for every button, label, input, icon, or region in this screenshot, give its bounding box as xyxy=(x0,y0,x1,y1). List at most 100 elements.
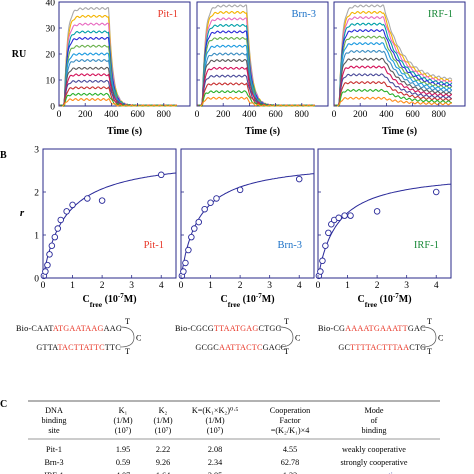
hairpin-bottom-strand-2: GCGCAATTACTCGACC xyxy=(195,343,286,352)
data-point-irf-1-2 xyxy=(317,268,324,275)
hairpin-loop-base: C xyxy=(295,334,301,343)
y-tick-label: 2 xyxy=(34,189,39,199)
data-point-brn-3-4 xyxy=(185,246,192,254)
y-tick-label: 0 xyxy=(50,103,55,113)
x-axis-label-part: M) xyxy=(124,294,137,305)
sensorgram-trace-irf-1-8 xyxy=(333,49,453,107)
x-axis-label-part: -7 xyxy=(118,292,124,300)
x-axis-label-part: C xyxy=(82,294,89,305)
data-point-irf-1-11 xyxy=(373,208,381,215)
dna-hairpins: Bio-CAATATGAATAAGAAGGTTATACTTATTCTTCTCTB… xyxy=(16,317,444,356)
x-axis-label-part: C xyxy=(220,294,227,305)
sensorgram-trace-brn-3-5 xyxy=(197,30,315,107)
x-tick-label: 400 xyxy=(104,110,119,120)
hairpin-bottom-segment: CTG xyxy=(409,343,426,352)
table-cell-r3-c4: 2.85 xyxy=(208,471,222,474)
hairpin-loop-base: T xyxy=(427,347,432,356)
hairpin-loop-base: T xyxy=(427,317,432,326)
sensorgram-trace-irf-1-12 xyxy=(333,81,452,107)
data-point-pit-1-12 xyxy=(98,197,106,204)
sensorgram-trace-pit-1-3 xyxy=(59,22,177,107)
data-point-brn-3-7 xyxy=(195,218,202,226)
sensorgram-trace-irf-1-6 xyxy=(333,35,453,107)
hairpin-bottom-strand-3: GCTTTTACTTTAACTG xyxy=(338,343,426,352)
x-tick-label: 1 xyxy=(208,281,213,291)
table-cell-r1-c3: 2.22 xyxy=(156,445,170,454)
hairpin-top-strand-1: Bio-CAATATGAATAAGAAG xyxy=(16,324,122,333)
table-cell-r3-c3: 1.64 xyxy=(156,471,170,474)
data-point-pit-1-5 xyxy=(48,242,56,249)
hairpin-top-segment: TTAATGAG xyxy=(214,324,259,333)
hairpin-top-strand-2: Bio-CGCGTTAATGAGCTGG xyxy=(175,324,282,333)
x-tick-label: 3 xyxy=(267,281,272,291)
data-point-brn-3-6 xyxy=(191,225,198,232)
data-point-irf-1-12 xyxy=(432,188,440,196)
hairpin-loop-base: T xyxy=(125,347,130,356)
hairpin-bottom-segment: GC xyxy=(338,343,350,352)
hairpin-top-strand-3: Bio-CGAAAATGAAATTGAC xyxy=(318,324,426,333)
x-tick-label: 0 xyxy=(332,110,337,120)
hairpin-bottom-segment: TTC xyxy=(105,343,121,352)
y-axis-label: RU xyxy=(12,49,26,60)
data-point-pit-1-9 xyxy=(63,208,70,215)
x-tick-label: 0 xyxy=(41,281,46,291)
sensorgram-trace-brn-3-13 xyxy=(197,90,315,107)
table-cell-r3-c6: non-cooperative xyxy=(347,471,401,474)
hairpin-top-segment: CAAT xyxy=(31,324,53,333)
hairpin-top-segment: AAAATGAAATT xyxy=(345,324,408,333)
table-header-2-line-1: K₁ xyxy=(119,406,128,415)
table-cell-r3-c5: 1.32 xyxy=(283,471,297,474)
hairpin-loop-1 xyxy=(119,326,135,348)
sensorgram-trace-irf-1-11 xyxy=(334,73,452,107)
table-header-4-line-2: (1/M) xyxy=(205,416,224,425)
x-tick-label: 3 xyxy=(129,281,134,291)
hairpin-bottom-segment: TTTTACTTTAA xyxy=(350,343,409,352)
table-header-6-line-3: binding xyxy=(361,426,386,435)
x-axis-label: Cfree (10-7M) xyxy=(82,292,136,309)
sensorgram-trace-irf-1-9 xyxy=(334,57,453,107)
x-tick-label: 400 xyxy=(379,110,394,120)
x-tick-label: 2 xyxy=(238,281,243,291)
y-tick-label: 40 xyxy=(46,0,56,9)
x-axis-label-part: C xyxy=(357,294,364,305)
plot-frame xyxy=(42,148,177,279)
table-cell-r2-c6: strongly cooperative xyxy=(340,458,407,467)
x-tick-label: 800 xyxy=(295,110,310,120)
x-tick-label: 800 xyxy=(157,110,172,120)
hairpin-prefix: Bio- xyxy=(175,324,190,333)
table-header-6-line-1: Mode xyxy=(364,406,383,415)
panel-c-table: DNAbindingsiteK₁(1/M)(10⁷)K₂(1/M)(10⁷)K=… xyxy=(28,400,440,474)
sensorgram-trace-pit-1-13 xyxy=(59,92,177,107)
table-header-1-line-3: site xyxy=(48,426,60,435)
panel-a-sensorgrams: RU Pit-1 0 200 400 600 800 Time (s) 0 10 20 30 40 Brn… xyxy=(12,0,466,137)
x-tick-label: 1 xyxy=(345,281,350,291)
table-cell-r2-c5: 62.78 xyxy=(281,458,299,467)
table-header-3-line-3: (10⁷) xyxy=(155,426,172,435)
table-header-5-line-3: =(K₂/K₁)×4 xyxy=(271,426,310,435)
x-tick-label: 0 xyxy=(179,281,184,291)
panel-name-brn-3: Brn-3 xyxy=(278,240,303,251)
hairpin-loop-base: T xyxy=(284,317,289,326)
table-cell-r3-c1: IRF-1 xyxy=(44,471,64,474)
hairpin-loop-3 xyxy=(421,326,437,348)
hairpin-bottom-segment: TACTTATTC xyxy=(57,343,105,352)
hairpin-top-segment: ATGAATAAG xyxy=(53,324,104,333)
panel-name-brn-3: Brn-3 xyxy=(292,9,317,20)
x-tick-label: 600 xyxy=(268,110,283,120)
data-point-brn-3-11 xyxy=(236,186,244,194)
data-point-pit-1-6 xyxy=(51,233,59,241)
x-tick-label: 200 xyxy=(78,110,93,120)
table-cell-r2-c4: 2.34 xyxy=(208,458,222,467)
panel-c-label: C xyxy=(0,399,7,410)
table-header-6-line-2: of xyxy=(371,416,378,425)
data-point-pit-1-4 xyxy=(46,251,53,258)
x-tick-label: 4 xyxy=(297,281,302,291)
table-header-5-line-2: Factor xyxy=(280,416,301,425)
table-header-1-line-2: binding xyxy=(41,416,66,425)
x-tick-label: 0 xyxy=(195,110,200,120)
sensorgram-trace-pit-1-1 xyxy=(59,7,178,107)
table-cell-r2-c2: 0.59 xyxy=(116,458,130,467)
sensorgram-trace-irf-1-1 xyxy=(334,4,453,107)
hairpin-top-segment: GAC xyxy=(408,324,426,333)
